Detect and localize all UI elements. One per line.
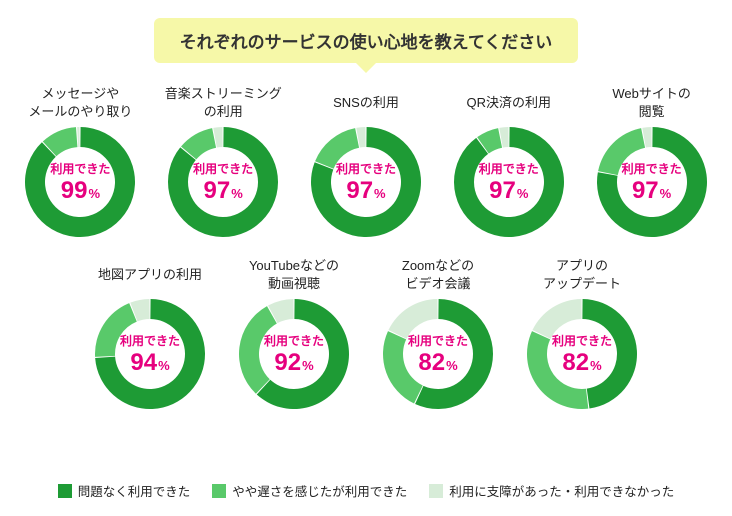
donut-center: 利用できた82% xyxy=(527,299,637,409)
legend-swatch xyxy=(429,484,443,498)
donut-center: 利用できた97% xyxy=(311,127,421,237)
donut-center-label: 利用できた xyxy=(622,160,682,177)
donut-center-value: 94 xyxy=(130,349,157,377)
legend-item: 利用に支障があった・利用できなかった xyxy=(429,481,674,500)
pct-symbol: % xyxy=(231,186,243,201)
legend-item: 問題なく利用できた xyxy=(58,481,191,500)
donut-center-value: 92 xyxy=(274,349,301,377)
donut-center: 利用できた94% xyxy=(95,299,205,409)
legend-swatch xyxy=(212,484,226,498)
donut-center-value: 99 xyxy=(61,177,88,205)
donut-label: アプリの アップデート xyxy=(543,257,621,293)
donut-label: Webサイトの 閲覧 xyxy=(612,85,691,121)
donut-label: 地図アプリの利用 xyxy=(98,257,202,293)
donut-center-label: 利用できた xyxy=(479,160,539,177)
legend: 問題なく利用できた やや遅さを感じたが利用できた 利用に支障があった・利用できなかっ… xyxy=(0,481,732,500)
donut-label: YouTubeなどの 動画視聴 xyxy=(249,257,339,293)
donut-row: 地図アプリの利用利用できた94%YouTubeなどの 動画視聴利用できた92%Z… xyxy=(12,257,720,409)
donut-label: メッセージや メールのやり取り xyxy=(28,85,132,121)
donut-cell: SNSの利用利用できた97% xyxy=(298,85,435,237)
donut-center: 利用できた97% xyxy=(454,127,564,237)
donut-center: 利用できた82% xyxy=(383,299,493,409)
donut-label: Zoomなどの ビデオ会議 xyxy=(402,257,474,293)
donut-center-value: 97 xyxy=(489,177,516,205)
legend-label: やや遅さを感じたが利用できた xyxy=(232,481,407,500)
donut-label: QR決済の利用 xyxy=(467,85,552,121)
pct-symbol: % xyxy=(88,186,100,201)
donut-center: 利用できた92% xyxy=(239,299,349,409)
chart-title: それぞれのサービスの使い心地を教えてください xyxy=(154,18,579,63)
donut-chart: 利用できた82% xyxy=(527,299,637,409)
donut-center: 利用できた97% xyxy=(168,127,278,237)
legend-item: やや遅さを感じたが利用できた xyxy=(212,481,407,500)
pct-symbol: % xyxy=(446,358,458,373)
donut-chart: 利用できた97% xyxy=(597,127,707,237)
donut-center-label: 利用できた xyxy=(193,160,253,177)
donut-center: 利用できた97% xyxy=(597,127,707,237)
donut-center-label: 利用できた xyxy=(120,332,180,349)
donut-chart: 利用できた99% xyxy=(25,127,135,237)
legend-label: 問題なく利用できた xyxy=(78,481,191,500)
donut-center-value: 97 xyxy=(632,177,659,205)
donut-center-label: 利用できた xyxy=(50,160,110,177)
donut-cell: YouTubeなどの 動画視聴利用できた92% xyxy=(225,257,363,409)
donut-cell: アプリの アップデート利用できた82% xyxy=(513,257,651,409)
donut-chart: 利用できた97% xyxy=(311,127,421,237)
donut-cell: Webサイトの 閲覧利用できた97% xyxy=(583,85,720,237)
donut-cell: 音楽ストリーミング の利用利用できた97% xyxy=(155,85,292,237)
donut-cell: 地図アプリの利用利用できた94% xyxy=(81,257,219,409)
donut-cell: Zoomなどの ビデオ会議利用できた82% xyxy=(369,257,507,409)
pct-symbol: % xyxy=(517,186,529,201)
donut-chart: 利用できた97% xyxy=(454,127,564,237)
donut-center-label: 利用できた xyxy=(408,332,468,349)
donut-row: メッセージや メールのやり取り利用できた99%音楽ストリーミング の利用利用でき… xyxy=(12,85,720,237)
donut-center-value: 97 xyxy=(204,177,231,205)
pct-symbol: % xyxy=(660,186,672,201)
pct-symbol: % xyxy=(590,358,602,373)
donut-label: 音楽ストリーミング の利用 xyxy=(165,85,282,121)
pct-symbol: % xyxy=(158,358,170,373)
donut-chart: 利用できた94% xyxy=(95,299,205,409)
pct-symbol: % xyxy=(374,186,386,201)
donut-center-value: 97 xyxy=(346,177,373,205)
donut-cell: QR決済の利用利用できた97% xyxy=(440,85,577,237)
donut-center-label: 利用できた xyxy=(552,332,612,349)
donut-chart: 利用できた97% xyxy=(168,127,278,237)
donut-center-label: 利用できた xyxy=(264,332,324,349)
donut-center-label: 利用できた xyxy=(336,160,396,177)
infographic-root: それぞれのサービスの使い心地を教えてください メッセージや メールのやり取り利用… xyxy=(0,0,732,516)
donut-rows: メッセージや メールのやり取り利用できた99%音楽ストリーミング の利用利用でき… xyxy=(0,85,732,409)
donut-chart: 利用できた82% xyxy=(383,299,493,409)
donut-chart: 利用できた92% xyxy=(239,299,349,409)
title-wrap: それぞれのサービスの使い心地を教えてください xyxy=(0,0,732,63)
donut-center: 利用できた99% xyxy=(25,127,135,237)
legend-swatch xyxy=(58,484,72,498)
legend-label: 利用に支障があった・利用できなかった xyxy=(449,481,674,500)
donut-center-value: 82 xyxy=(418,349,445,377)
donut-label: SNSの利用 xyxy=(333,85,399,121)
pct-symbol: % xyxy=(302,358,314,373)
donut-cell: メッセージや メールのやり取り利用できた99% xyxy=(12,85,149,237)
donut-center-value: 82 xyxy=(562,349,589,377)
